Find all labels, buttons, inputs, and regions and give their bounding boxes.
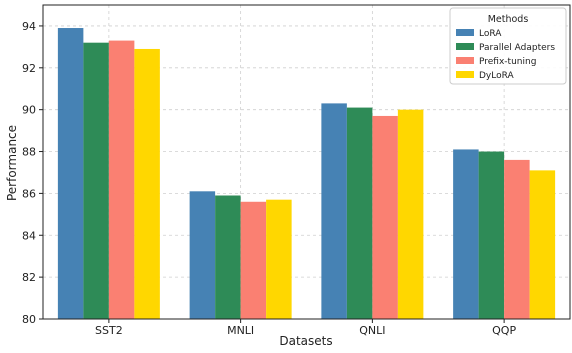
x-axis-label: Datasets bbox=[279, 334, 332, 348]
bar-dylora-sst2 bbox=[134, 48, 160, 320]
y-tick-label: 94 bbox=[22, 20, 36, 33]
bar-parallel-adapters-qqp bbox=[478, 151, 505, 319]
legend-title: Methods bbox=[488, 14, 529, 25]
bar-lora-mnli bbox=[189, 191, 216, 319]
y-tick-label: 88 bbox=[22, 146, 36, 159]
legend-label: DyLoRA bbox=[479, 71, 515, 81]
bar-parallel-adapters-sst2 bbox=[83, 42, 109, 320]
x-tick-label: MNLI bbox=[227, 324, 254, 337]
y-tick-label: 90 bbox=[22, 104, 36, 117]
legend-box bbox=[449, 7, 567, 85]
legend-swatch bbox=[456, 71, 474, 78]
bar-dylora-qqp bbox=[529, 170, 556, 319]
bar-prefix-tuning-sst2 bbox=[108, 40, 135, 319]
legend-label: LoRA bbox=[479, 29, 502, 39]
bars bbox=[57, 28, 556, 320]
tick-labels: 80 82 84 86 88 90 92 94 SST2 MNLI QNLI QQP bbox=[22, 20, 516, 337]
bar-prefix-tuning-mnli bbox=[240, 201, 267, 319]
legend-items: LoRA Parallel Adapters Prefix-tuning DyLoRA bbox=[456, 29, 555, 81]
plot-frame bbox=[42, 4, 571, 320]
bar-prefix-tuning-qqp bbox=[504, 159, 530, 319]
y-tick-label: 82 bbox=[22, 271, 36, 284]
axes bbox=[39, 4, 571, 323]
bar-lora-sst2 bbox=[57, 28, 84, 319]
y-tick-label: 80 bbox=[22, 313, 36, 326]
bar-lora-qqp bbox=[453, 149, 479, 319]
x-tick-label: SST2 bbox=[95, 324, 123, 337]
bar-parallel-adapters-qnli bbox=[346, 107, 373, 319]
y-tick-label: 92 bbox=[22, 62, 36, 75]
legend-label: Parallel Adapters bbox=[479, 43, 555, 53]
legend-swatch bbox=[456, 29, 474, 36]
y-tick-label: 86 bbox=[22, 187, 36, 200]
legend: Methods LoRA Parallel Adapters Prefix-tuni… bbox=[449, 7, 567, 85]
y-tick-label: 84 bbox=[22, 229, 36, 242]
x-tick-label: QNLI bbox=[359, 324, 385, 337]
legend-swatch bbox=[456, 43, 474, 50]
bar-parallel-adapters-mnli bbox=[215, 195, 241, 319]
x-tick-label: QQP bbox=[492, 324, 516, 337]
bar-lora-qnli bbox=[321, 103, 347, 320]
legend-label: Prefix-tuning bbox=[479, 57, 536, 67]
legend-swatch bbox=[456, 57, 474, 64]
bar-dylora-qnli bbox=[397, 109, 424, 320]
bar-prefix-tuning-qnli bbox=[372, 115, 398, 320]
y-axis-label: Performance bbox=[5, 125, 19, 201]
bar-dylora-mnli bbox=[266, 199, 292, 319]
